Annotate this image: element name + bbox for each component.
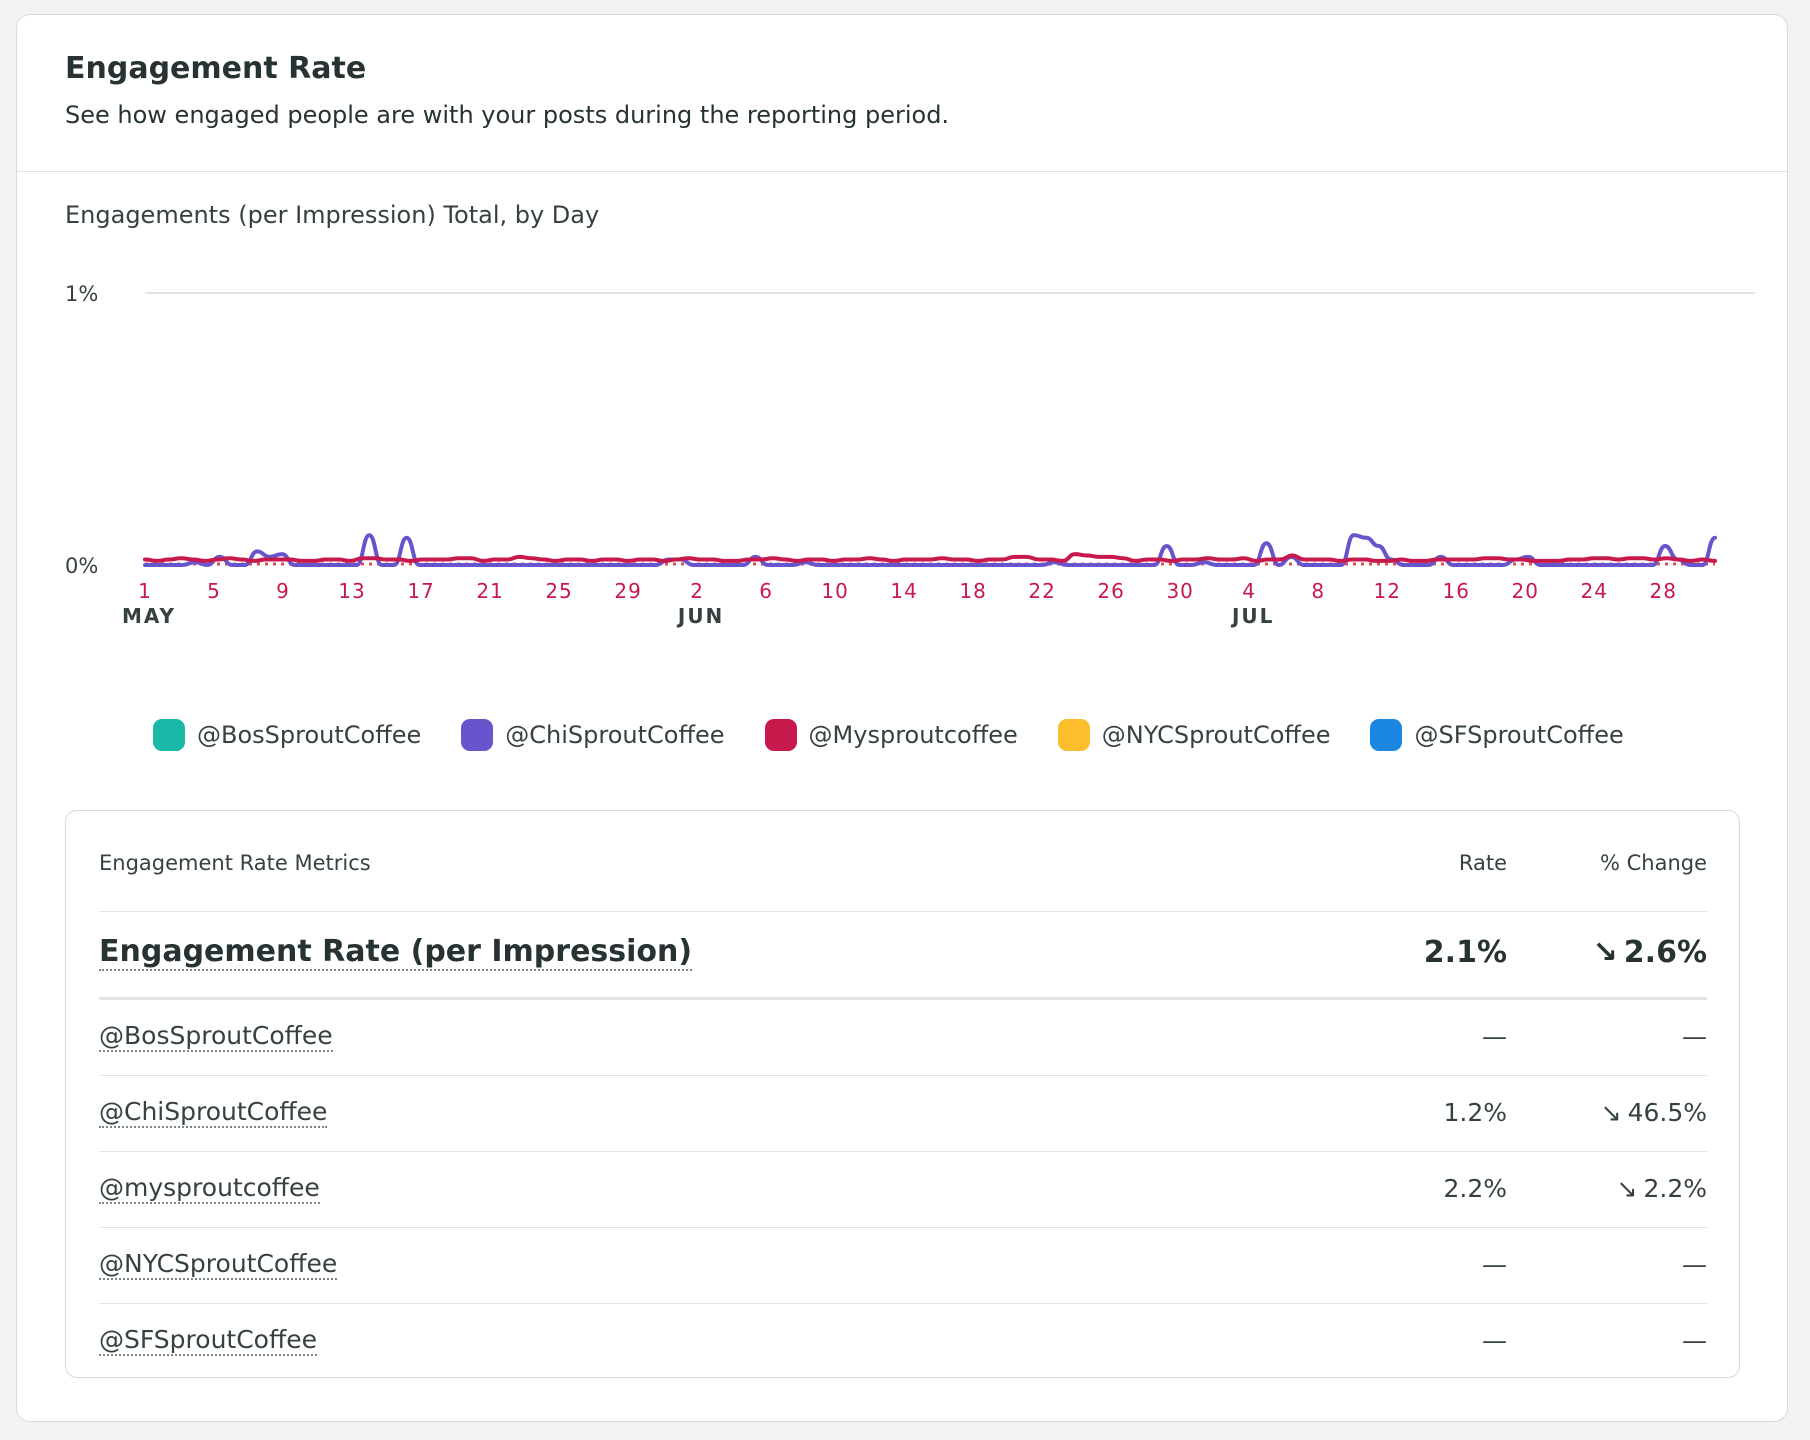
legend-label: @BosSproutCoffee: [197, 721, 422, 749]
header-metrics-label: Engagement Rate Metrics: [99, 851, 371, 875]
chart-legend: @BosSproutCoffee @ChiSproutCoffee @Mysprou…: [153, 715, 1664, 755]
account-change-text: —: [1682, 1250, 1707, 1279]
legend-label: @Mysproutcoffee: [808, 721, 1018, 749]
x-tick-label: 24: [1581, 579, 1608, 603]
card-header: Engagement Rate See how engaged people a…: [17, 15, 1787, 172]
chart-title: Engagements (per Impression) Total, by D…: [65, 201, 600, 229]
x-tick-label: 1: [138, 579, 152, 603]
total-row: Engagement Rate (per Impression) 2.1% ↘ 2…: [99, 911, 1707, 1000]
legend-swatch: [1057, 719, 1090, 751]
total-change-value: ↘ 2.6%: [1593, 935, 1707, 970]
y-axis: 1% 0%: [65, 285, 98, 578]
metrics-table: Engagement Rate Metrics Rate % Change En…: [65, 810, 1740, 1378]
trend-down-icon: ↘: [1616, 1174, 1638, 1203]
account-change-text: —: [1682, 1022, 1707, 1051]
table-row: @BosSproutCoffee — —: [99, 1000, 1707, 1076]
x-tick-label: 8: [1311, 579, 1325, 603]
x-tick-label: 12: [1373, 579, 1400, 603]
legend-label: @SFSproutCoffee: [1414, 721, 1624, 749]
x-tick-label: 10: [821, 579, 848, 603]
legend-item[interactable]: @BosSproutCoffee: [153, 719, 421, 751]
legend-item[interactable]: @NYCSproutCoffee: [1057, 719, 1331, 751]
account-label[interactable]: @BosSproutCoffee: [99, 1021, 333, 1052]
legend-swatch: [461, 719, 494, 751]
total-change-text: 2.6%: [1623, 935, 1707, 970]
table-row: @NYCSproutCoffee — —: [99, 1228, 1707, 1304]
legend-swatch: [1370, 719, 1403, 751]
x-tick-label: 29: [614, 579, 641, 603]
legend-item[interactable]: @ChiSproutCoffee: [461, 719, 725, 751]
x-tick-label: 13: [338, 579, 365, 603]
x-tick-label: 26: [1097, 579, 1124, 603]
legend-label: @NYCSproutCoffee: [1101, 721, 1331, 749]
x-tick-label: 30: [1166, 579, 1193, 603]
account-rate: 1.2%: [1443, 1098, 1507, 1127]
card-title: Engagement Rate: [65, 51, 367, 86]
legend-item[interactable]: @Mysproutcoffee: [764, 719, 1018, 751]
x-tick-label: 4: [1242, 579, 1256, 603]
table-row: @ChiSproutCoffee 1.2% ↘ 46.5%: [99, 1076, 1707, 1152]
account-rate: —: [1482, 1250, 1507, 1279]
account-rate: —: [1482, 1022, 1507, 1051]
trend-down-icon: ↘: [1600, 1098, 1622, 1127]
account-change: —: [1676, 1326, 1707, 1355]
legend-label: @ChiSproutCoffee: [505, 721, 725, 749]
header-change: % Change: [1599, 851, 1707, 875]
metrics-table-header: Engagement Rate Metrics Rate % Change: [99, 811, 1707, 912]
x-tick-label: 28: [1650, 579, 1677, 603]
account-change-text: 46.5%: [1627, 1098, 1707, 1127]
card-subtitle: See how engaged people are with your pos…: [65, 101, 950, 129]
account-change: ↘ 46.5%: [1601, 1098, 1707, 1127]
y-tick-label: 0%: [65, 554, 98, 578]
x-tick-label: 14: [890, 579, 917, 603]
account-label[interactable]: @mysproutcoffee: [99, 1173, 320, 1204]
x-tick-label: 2: [690, 579, 704, 603]
x-month-label: MAY: [122, 604, 176, 628]
x-tick-label: 5: [207, 579, 221, 603]
account-rate: —: [1482, 1326, 1507, 1355]
account-change-text: —: [1682, 1326, 1707, 1355]
account-rate: 2.2%: [1443, 1174, 1507, 1203]
trend-down-icon: ↘: [1592, 935, 1618, 970]
y-tick-label: 1%: [65, 285, 98, 306]
x-tick-label: 9: [276, 579, 290, 603]
chart-series: [143, 533, 1717, 567]
table-row: @SFSproutCoffee — —: [99, 1304, 1707, 1379]
x-month-label: JUL: [1230, 604, 1274, 628]
account-label[interactable]: @SFSproutCoffee: [99, 1325, 317, 1356]
x-tick-label: 21: [476, 579, 503, 603]
x-tick-label: 16: [1442, 579, 1469, 603]
account-label[interactable]: @ChiSproutCoffee: [99, 1097, 328, 1128]
x-tick-label: 25: [545, 579, 572, 603]
account-change: —: [1676, 1022, 1707, 1051]
account-change: ↘ 2.2%: [1617, 1174, 1707, 1203]
x-tick-label: 18: [959, 579, 986, 603]
x-tick-label: 17: [407, 579, 434, 603]
legend-swatch: [764, 719, 797, 751]
total-rate-value: 2.1%: [1423, 935, 1507, 970]
legend-item[interactable]: @SFSproutCoffee: [1370, 719, 1624, 751]
account-change-text: 2.2%: [1643, 1174, 1707, 1203]
series-line: [143, 552, 1717, 563]
engagement-rate-card: Engagement Rate See how engaged people a…: [16, 14, 1788, 1422]
x-tick-label: 22: [1028, 579, 1055, 603]
chart-grid: [145, 292, 1755, 566]
x-month-label: JUN: [676, 604, 724, 628]
total-metric-label[interactable]: Engagement Rate (per Impression): [99, 934, 693, 971]
account-label[interactable]: @NYCSproutCoffee: [99, 1249, 338, 1280]
series-line: [143, 533, 1717, 567]
legend-swatch: [153, 719, 185, 751]
table-row: @mysproutcoffee 2.2% ↘ 2.2%: [99, 1152, 1707, 1228]
header-rate: Rate: [1458, 851, 1507, 875]
account-change: —: [1676, 1250, 1707, 1279]
x-tick-label: 20: [1511, 579, 1538, 603]
x-tick-label: 6: [759, 579, 773, 603]
